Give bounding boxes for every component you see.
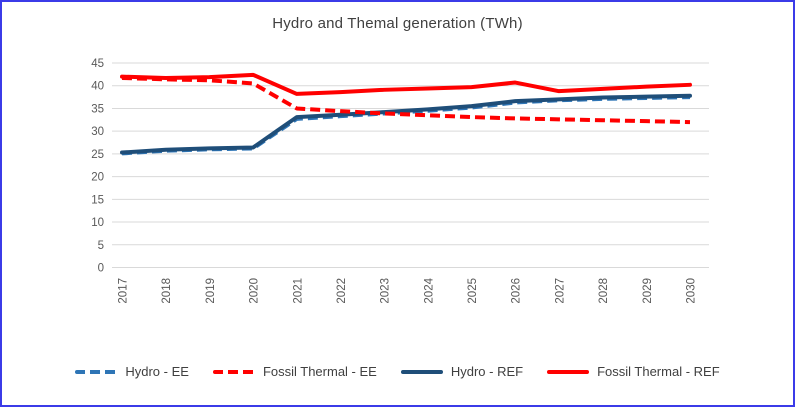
x-axis-tick-label: 2025 (467, 278, 479, 304)
series-line-fossil-thermal-ref (120, 72, 692, 96)
series-line-hydro-ee (121, 95, 691, 156)
legend-label-fossil-thermal-ref: Fossil Thermal - REF (597, 364, 720, 379)
y-axis-tick-label: 30 (91, 126, 104, 138)
y-axis-tick-label: 45 (91, 58, 104, 70)
series-line-fossil-thermal-ee (121, 75, 691, 125)
y-axis-tick-label: 35 (91, 103, 104, 115)
x-axis-tick-label: 2018 (161, 278, 173, 304)
x-axis-tick-label: 2024 (423, 277, 435, 303)
fossil-thermal-ee-line-sample (212, 369, 255, 374)
hydro-ref-line-sample (400, 369, 443, 374)
fossil-thermal-ref-line-sample (547, 369, 590, 374)
y-axis-tick-label: 40 (91, 81, 104, 93)
legend-item-hydro-ref: Hydro - REF (400, 364, 524, 379)
legend-item-fossil-thermal-ee: Fossil Thermal - EE (212, 364, 377, 379)
y-axis-tick-label: 20 (91, 172, 104, 184)
chart-legend: Hydro - EE Fossil Thermal - EE Hydro - R… (2, 364, 793, 379)
legend-label-hydro-ee: Hydro - EE (125, 364, 189, 379)
y-axis-tick-label: 25 (91, 149, 104, 161)
y-axis-tick-label: 10 (91, 217, 104, 229)
hydro-ee-line-sample (75, 369, 118, 374)
y-axis-tick-label: 5 (98, 240, 104, 252)
x-axis-tick-label: 2023 (380, 278, 392, 304)
legend-item-hydro-ee: Hydro - EE (75, 364, 189, 379)
x-axis-tick-label: 2028 (598, 278, 610, 304)
x-axis-tick-label: 2022 (336, 278, 348, 304)
x-axis-tick-label: 2027 (554, 278, 566, 304)
legend-item-fossil-thermal-ref: Fossil Thermal - REF (547, 364, 720, 379)
x-axis-tick-label: 2030 (686, 278, 698, 304)
legend-label-hydro-ref: Hydro - REF (450, 364, 524, 379)
x-axis-tick-label: 2021 (292, 278, 304, 304)
y-axis-tick-label: 15 (91, 194, 104, 206)
x-axis-tick-label: 2026 (511, 278, 523, 304)
x-axis-tick-label: 2019 (205, 278, 217, 304)
series-line-hydro-ref (120, 93, 692, 155)
x-axis-tick-label: 2029 (642, 278, 654, 304)
legend-label-fossil-thermal-ee: Fossil Thermal - EE (262, 364, 377, 379)
chart-title: Hydro and Themal generation (TWh) (272, 15, 523, 32)
x-axis-tick-label: 2020 (249, 278, 261, 304)
y-axis-tick-label: 0 (98, 263, 104, 275)
x-axis-tick-label: 2017 (118, 278, 130, 304)
